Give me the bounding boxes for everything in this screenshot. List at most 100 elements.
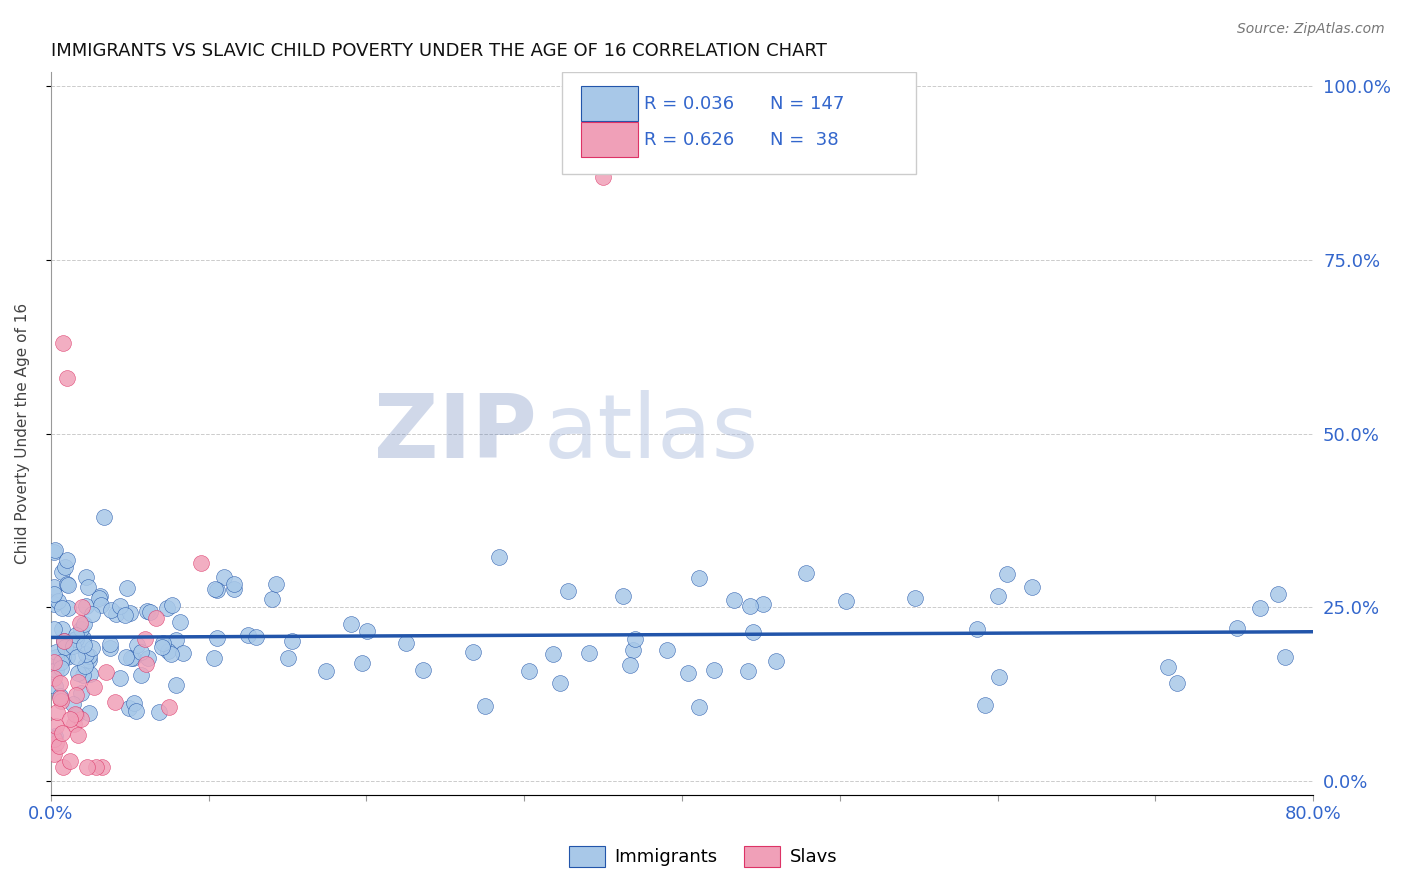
Point [222,582,245,596]
Point [83,680,105,694]
Point [72,668,94,682]
FancyBboxPatch shape [581,122,638,157]
Point [52,633,75,648]
Point [65,708,87,723]
Point [44,542,66,557]
Point [73,638,96,652]
Point [205,632,228,646]
Point [463,645,485,659]
Point [136,650,159,665]
Point [1274,649,1296,664]
Point [45,736,67,750]
Point [557,584,579,599]
Point [315,664,337,678]
Point [75,647,97,661]
Point [56,649,79,664]
Point [77,653,100,667]
Point [45,649,67,664]
Point [53,560,76,574]
Point [212,570,235,584]
Point [264,577,287,591]
Point [46,594,69,608]
Point [69,615,91,630]
Text: N =  38: N = 38 [770,130,839,149]
Point [412,663,434,677]
Point [995,567,1018,582]
Text: N = 147: N = 147 [770,95,845,112]
Point [657,643,679,657]
Point [75,599,97,614]
Point [104,607,127,622]
Legend: Immigrants, Slavs: Immigrants, Slavs [562,838,844,874]
Point [340,617,363,632]
Point [165,633,187,648]
Point [44,729,66,743]
Point [77,706,100,720]
Point [988,670,1011,684]
Point [90,598,112,612]
Point [45,718,67,732]
Point [114,649,136,664]
Point [619,658,641,673]
Point [125,704,148,718]
Point [62,635,84,649]
Point [122,696,145,710]
Point [678,665,700,680]
Point [42,747,65,762]
Point [966,622,988,636]
Point [202,651,225,665]
Point [67,728,90,742]
Point [517,664,540,678]
Point [89,589,111,603]
Point [76,581,98,595]
Point [125,638,148,652]
Point [67,674,90,689]
Point [578,647,600,661]
Point [66,650,89,665]
Point [52,336,75,351]
Point [835,594,858,608]
Point [55,371,77,385]
Point [160,598,183,612]
Point [224,577,246,591]
Point [157,700,180,714]
Point [90,760,112,774]
Point [205,582,228,597]
Point [973,698,995,712]
Point [277,651,299,665]
Point [42,580,65,594]
Point [77,648,100,663]
Point [612,589,634,603]
Point [48,739,70,754]
Point [59,712,82,726]
Point [66,665,89,680]
Point [1021,581,1043,595]
Point [703,663,725,677]
Point [742,625,765,640]
Point [356,624,378,639]
Point [135,604,157,618]
Point [104,695,127,709]
Point [165,678,187,692]
Point [65,689,87,703]
Point [49,676,72,690]
Point [737,665,759,679]
Point [160,647,183,661]
Point [548,676,571,690]
Point [281,634,304,648]
Point [172,646,194,660]
Point [56,553,79,567]
Point [986,589,1008,603]
Point [1249,601,1271,615]
Text: atlas: atlas [543,390,758,477]
Text: ZIP: ZIP [374,390,537,477]
Point [79,666,101,681]
Point [51,725,73,739]
FancyBboxPatch shape [562,72,915,174]
Point [688,570,710,584]
Point [488,549,510,564]
Point [624,632,647,647]
Point [794,566,817,580]
Text: R = 0.626: R = 0.626 [644,130,734,149]
Point [592,169,614,184]
